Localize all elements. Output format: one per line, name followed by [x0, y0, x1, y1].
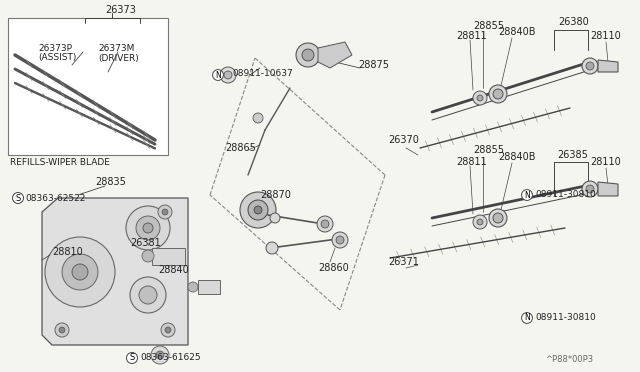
Circle shape [489, 209, 507, 227]
Polygon shape [152, 248, 185, 265]
Text: 26381: 26381 [130, 238, 161, 248]
Text: 28840B: 28840B [498, 152, 536, 162]
Circle shape [139, 286, 157, 304]
Text: 28811: 28811 [456, 31, 487, 41]
Text: (ASSIST): (ASSIST) [38, 52, 76, 61]
Circle shape [493, 213, 503, 223]
Circle shape [55, 323, 69, 337]
Text: 28855: 28855 [473, 145, 504, 155]
Circle shape [586, 185, 594, 193]
Circle shape [72, 264, 88, 280]
Text: 08911-10637: 08911-10637 [232, 68, 292, 77]
Circle shape [240, 192, 276, 228]
Text: 26370: 26370 [388, 135, 419, 145]
Text: N: N [524, 190, 530, 199]
Circle shape [489, 85, 507, 103]
Text: 28110: 28110 [590, 31, 621, 41]
Text: 28110: 28110 [590, 157, 621, 167]
Text: 28810: 28810 [52, 247, 83, 257]
Circle shape [220, 67, 236, 83]
Text: N: N [215, 71, 221, 80]
Circle shape [473, 91, 487, 105]
Circle shape [224, 71, 232, 79]
Circle shape [162, 209, 168, 215]
Circle shape [59, 327, 65, 333]
Polygon shape [8, 18, 168, 155]
Text: 26373P: 26373P [38, 44, 72, 52]
Text: 26385: 26385 [557, 150, 588, 160]
Text: REFILLS-WIPER BLADE: REFILLS-WIPER BLADE [10, 157, 110, 167]
Circle shape [270, 213, 280, 223]
Text: S: S [15, 193, 20, 202]
Polygon shape [198, 280, 220, 294]
Circle shape [317, 216, 333, 232]
Text: (DRIVER): (DRIVER) [98, 54, 139, 62]
Circle shape [582, 58, 598, 74]
Text: 28835: 28835 [95, 177, 126, 187]
Circle shape [130, 277, 166, 313]
Circle shape [473, 215, 487, 229]
Polygon shape [598, 182, 618, 196]
Circle shape [332, 232, 348, 248]
Circle shape [296, 43, 320, 67]
Text: 28840: 28840 [158, 265, 189, 275]
Circle shape [253, 113, 263, 123]
Text: 26380: 26380 [558, 17, 589, 27]
Text: 08911-30810: 08911-30810 [535, 189, 596, 199]
Circle shape [477, 219, 483, 225]
Text: 28860: 28860 [318, 263, 349, 273]
Circle shape [254, 206, 262, 214]
Circle shape [165, 327, 171, 333]
Circle shape [143, 223, 153, 233]
Text: 26371: 26371 [388, 257, 419, 267]
Polygon shape [318, 42, 352, 68]
Text: 28875: 28875 [358, 60, 389, 70]
Circle shape [158, 205, 172, 219]
Text: 08911-30810: 08911-30810 [535, 312, 596, 321]
Polygon shape [598, 60, 618, 72]
Text: 28865: 28865 [225, 143, 256, 153]
Text: 08363-62522: 08363-62522 [25, 193, 85, 202]
Text: ^P88*00P3: ^P88*00P3 [545, 356, 593, 365]
Circle shape [45, 237, 115, 307]
Text: 28870: 28870 [260, 190, 291, 200]
Circle shape [151, 346, 169, 364]
Circle shape [62, 254, 98, 290]
Text: 28855: 28855 [473, 21, 504, 31]
Circle shape [161, 323, 175, 337]
Circle shape [336, 236, 344, 244]
Text: 28811: 28811 [456, 157, 487, 167]
Circle shape [136, 216, 160, 240]
Polygon shape [42, 198, 188, 345]
Circle shape [586, 62, 594, 70]
Circle shape [321, 220, 329, 228]
Circle shape [188, 282, 198, 292]
Circle shape [248, 200, 268, 220]
Text: S: S [129, 353, 134, 362]
Circle shape [493, 89, 503, 99]
Text: 26373: 26373 [105, 5, 136, 15]
Circle shape [266, 242, 278, 254]
Text: 26373M: 26373M [98, 44, 134, 52]
Text: 28840B: 28840B [498, 27, 536, 37]
Circle shape [126, 206, 170, 250]
Text: N: N [524, 314, 530, 323]
Circle shape [582, 181, 598, 197]
Circle shape [302, 49, 314, 61]
Circle shape [142, 250, 154, 262]
Text: 08363-61625: 08363-61625 [140, 353, 200, 362]
Circle shape [156, 351, 164, 359]
Circle shape [477, 95, 483, 101]
